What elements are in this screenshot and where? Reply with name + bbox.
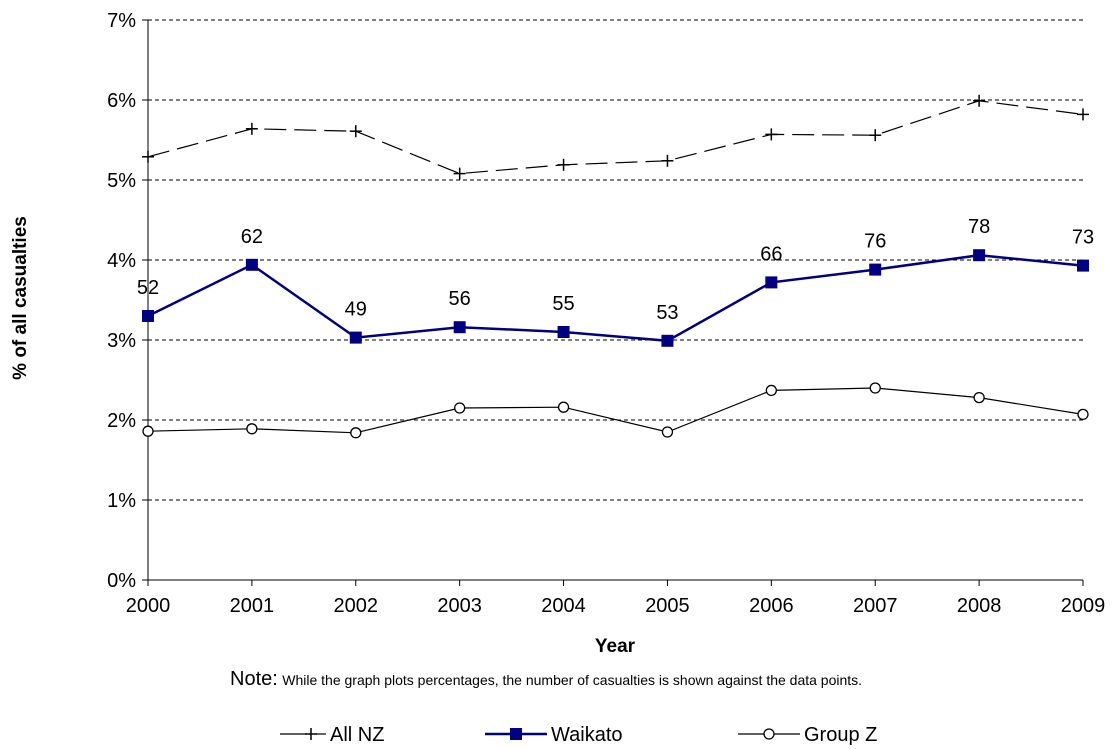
- x-tick-labels: 2000 2001 2002 2003 2004 2005 2006 2007 2008 2009: [126, 595, 1106, 617]
- waikato-line: [147, 253, 1084, 343]
- x-tick-label: 2001: [230, 595, 275, 617]
- x-axis-title: Year: [595, 636, 636, 657]
- group-z-marker: [350, 427, 362, 439]
- group-z-marker: [142, 425, 154, 437]
- data-label: 66: [760, 243, 782, 265]
- waikato-marker: [869, 263, 882, 276]
- all-nz-marker: [765, 128, 778, 141]
- data-label: 55: [552, 293, 574, 315]
- x-tick-label: 2000: [126, 595, 171, 617]
- all-nz-marker: [142, 150, 154, 163]
- data-label: 52: [137, 277, 159, 299]
- data-labels: 52 62 49 56 55 53 66 76 78 73: [137, 216, 1094, 324]
- group-z-marker: [661, 426, 674, 438]
- legend-item-group-z: Group Z: [738, 724, 877, 746]
- data-label: 73: [1072, 227, 1094, 249]
- y-tick-label: 0%: [107, 570, 136, 592]
- gridlines: [148, 19, 1083, 501]
- group-z-marker: [454, 402, 466, 414]
- y-axis-title: % of all casualties: [10, 216, 31, 380]
- all-nz-marker: [453, 167, 466, 180]
- y-tick-label: 2%: [107, 410, 136, 432]
- y-tick-label: 3%: [107, 330, 136, 352]
- waikato-marker: [765, 276, 778, 289]
- waikato-marker: [973, 249, 986, 262]
- waikato-marker: [661, 334, 674, 347]
- y-tick-label: 6%: [107, 90, 136, 112]
- series-markers: [142, 94, 1089, 439]
- data-label: 56: [449, 288, 471, 310]
- waikato-marker: [142, 310, 154, 322]
- waikato-marker: [1077, 259, 1089, 272]
- group-z-marker: [246, 423, 258, 435]
- data-label: 62: [241, 226, 263, 248]
- group-z-marker: [1077, 408, 1089, 421]
- legend-item-all-nz: All NZ: [280, 724, 384, 746]
- x-tick-label: 2006: [749, 595, 794, 617]
- legend: All NZ Waikato Group Z: [280, 724, 877, 746]
- all-nz-marker: [973, 94, 986, 107]
- all-nz-marker: [869, 129, 882, 142]
- x-tick-label: 2007: [853, 595, 898, 617]
- y-tick-labels: 0% 1% 2% 3% 4% 5% 6% 7%: [107, 10, 136, 592]
- y-tick-label: 7%: [107, 10, 136, 32]
- group-z-marker: [869, 382, 881, 394]
- note: Note: While the graph plots percentages,…: [230, 668, 862, 691]
- group-z-marker: [765, 384, 777, 397]
- legend-marker: [510, 728, 522, 740]
- legend-label: Waikato: [551, 724, 623, 746]
- y-tick-label: 1%: [107, 490, 136, 512]
- all-nz-marker: [1077, 108, 1089, 121]
- y-tick-label: 5%: [107, 170, 136, 192]
- series-lines: [147, 100, 1084, 434]
- note-body: While the graph plots percentages, the n…: [282, 672, 863, 688]
- data-label: 76: [864, 231, 886, 253]
- all-nz-marker: [349, 125, 362, 138]
- data-label: 49: [345, 299, 367, 321]
- x-tick-label: 2008: [957, 595, 1002, 617]
- waikato-marker: [453, 321, 466, 334]
- legend-item-waikato: Waikato: [485, 724, 623, 746]
- waikato-marker: [349, 331, 362, 344]
- waikato-marker: [557, 326, 570, 338]
- waikato-marker: [245, 258, 258, 271]
- data-label: 53: [656, 302, 678, 324]
- legend-marker: [305, 728, 317, 740]
- all-nz-line: [147, 100, 1084, 175]
- y-tick-label: 4%: [107, 250, 136, 272]
- note-head: Note:: [230, 668, 278, 690]
- data-label: 78: [968, 216, 990, 238]
- all-nz-marker: [661, 154, 674, 167]
- x-tick-label: 2003: [437, 595, 482, 617]
- x-tick-label: 2004: [541, 595, 586, 617]
- axes: [142, 19, 1084, 586]
- legend-marker: [763, 728, 775, 740]
- group-z-line: [147, 387, 1084, 434]
- x-tick-label: 2005: [645, 595, 690, 617]
- all-nz-marker: [557, 158, 570, 171]
- group-z-marker: [973, 391, 985, 404]
- x-tick-label: 2002: [334, 595, 379, 617]
- all-nz-marker: [245, 122, 258, 135]
- group-z-marker: [557, 401, 570, 413]
- legend-label: Group Z: [804, 724, 877, 746]
- x-tick-label: 2009: [1061, 595, 1106, 617]
- legend-label: All NZ: [330, 724, 384, 746]
